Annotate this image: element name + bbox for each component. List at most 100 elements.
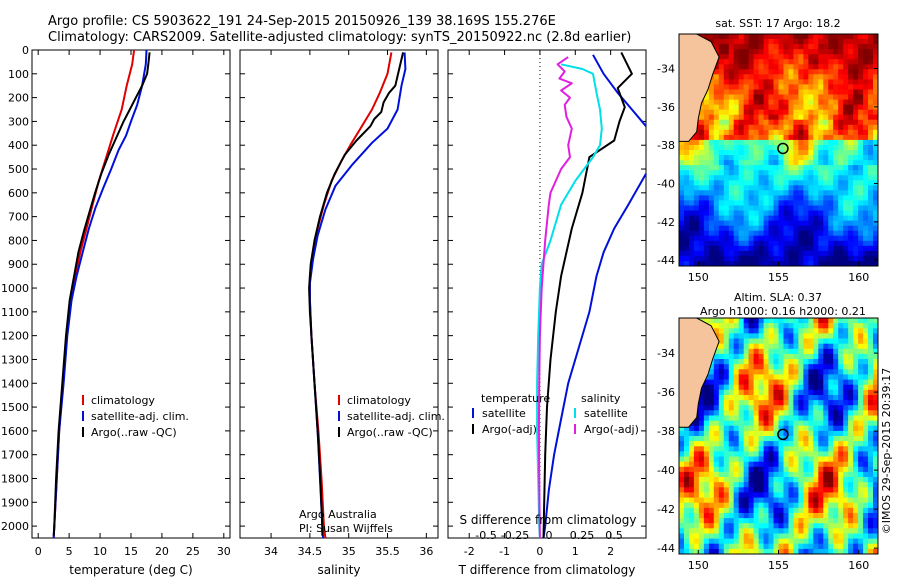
map-cell xyxy=(813,200,819,206)
map-cell xyxy=(823,225,829,232)
map-cell xyxy=(868,518,874,524)
map-cell xyxy=(868,210,874,217)
map-cell xyxy=(773,34,780,40)
map-cell xyxy=(723,425,730,432)
map-cell xyxy=(689,145,695,151)
map-cell xyxy=(684,150,690,156)
map-cell xyxy=(713,471,720,478)
map-cell xyxy=(803,195,809,201)
map-cell xyxy=(828,84,834,90)
map-cell xyxy=(713,170,720,176)
map-cell xyxy=(803,200,809,206)
map-cell xyxy=(778,353,785,360)
map-cell xyxy=(708,487,715,493)
map-cell xyxy=(868,245,874,252)
map-cell xyxy=(863,477,869,483)
map-cell xyxy=(843,425,849,432)
map-cell xyxy=(868,230,874,237)
map-cell xyxy=(743,328,750,334)
map-cell xyxy=(773,261,780,266)
map-cell xyxy=(818,215,824,222)
map-cell xyxy=(868,369,874,375)
map-cell xyxy=(838,451,844,458)
map-cell xyxy=(863,343,869,350)
map-cell xyxy=(813,255,819,262)
map-cell xyxy=(818,338,824,345)
map-cell xyxy=(803,343,809,350)
map-cell xyxy=(748,255,755,262)
map-cell xyxy=(693,155,700,161)
map-cell xyxy=(833,389,839,396)
map-cell xyxy=(689,190,695,196)
map-cell xyxy=(738,430,745,437)
map-cell xyxy=(868,109,874,116)
map-cell xyxy=(773,210,780,217)
map-cell xyxy=(758,109,765,116)
map-cell xyxy=(703,205,710,212)
map-cell xyxy=(863,34,869,40)
map-cell xyxy=(823,328,829,334)
map-cell xyxy=(818,410,824,416)
map-cell xyxy=(858,446,864,452)
map-cell xyxy=(763,436,770,442)
map-cell xyxy=(728,374,735,381)
map-cell xyxy=(783,415,790,422)
map-cell xyxy=(803,39,809,45)
map-cell xyxy=(728,348,735,355)
map-cell xyxy=(708,220,715,227)
map-cell xyxy=(698,487,705,493)
map-cell xyxy=(703,436,710,442)
map-cell xyxy=(753,328,760,334)
map-cell xyxy=(793,436,799,442)
map-cell xyxy=(853,420,859,427)
map-cell xyxy=(818,482,824,488)
map-cell xyxy=(748,446,755,452)
map-cell xyxy=(808,99,814,106)
map-cell xyxy=(773,328,780,334)
map-cell xyxy=(743,523,750,529)
map-cell xyxy=(679,425,685,432)
map-cell xyxy=(738,104,745,111)
map-cell xyxy=(748,150,755,156)
map-cell xyxy=(778,543,785,550)
map-cell xyxy=(833,523,839,529)
map-cell xyxy=(708,400,715,406)
map-cell xyxy=(693,195,700,201)
map-cell xyxy=(713,134,720,141)
map-cell xyxy=(823,150,829,156)
map-cell xyxy=(743,518,750,524)
map-cell xyxy=(723,518,730,524)
map-cell xyxy=(833,64,839,70)
map-cell xyxy=(833,492,839,499)
map-cell xyxy=(689,482,695,488)
map-cell xyxy=(828,543,834,550)
map-cell xyxy=(793,446,799,452)
map-cell xyxy=(848,64,854,70)
map-cell xyxy=(838,170,844,176)
map-cell xyxy=(798,170,804,176)
map-cell xyxy=(843,261,849,266)
map-cell xyxy=(803,99,809,106)
map-cell xyxy=(718,119,725,126)
map-cell xyxy=(813,190,819,196)
map-cell xyxy=(753,374,760,381)
map-cell xyxy=(808,155,814,161)
map-cell xyxy=(738,185,745,191)
map-cell xyxy=(679,441,685,447)
map-cell xyxy=(788,34,795,40)
map-cell xyxy=(858,425,864,432)
map-cell xyxy=(773,425,780,432)
map-cell xyxy=(788,507,795,514)
map-cell xyxy=(798,333,804,340)
map-cell xyxy=(763,410,770,416)
map-cell xyxy=(843,255,849,262)
map-cell xyxy=(679,518,685,524)
map-cell xyxy=(858,415,864,422)
map-cell xyxy=(783,502,790,509)
map-cell xyxy=(798,364,804,370)
map-cell xyxy=(723,99,730,106)
map-cell xyxy=(773,64,780,70)
map-cell xyxy=(863,507,869,514)
map-cell xyxy=(818,323,824,329)
map-cell xyxy=(858,245,864,252)
